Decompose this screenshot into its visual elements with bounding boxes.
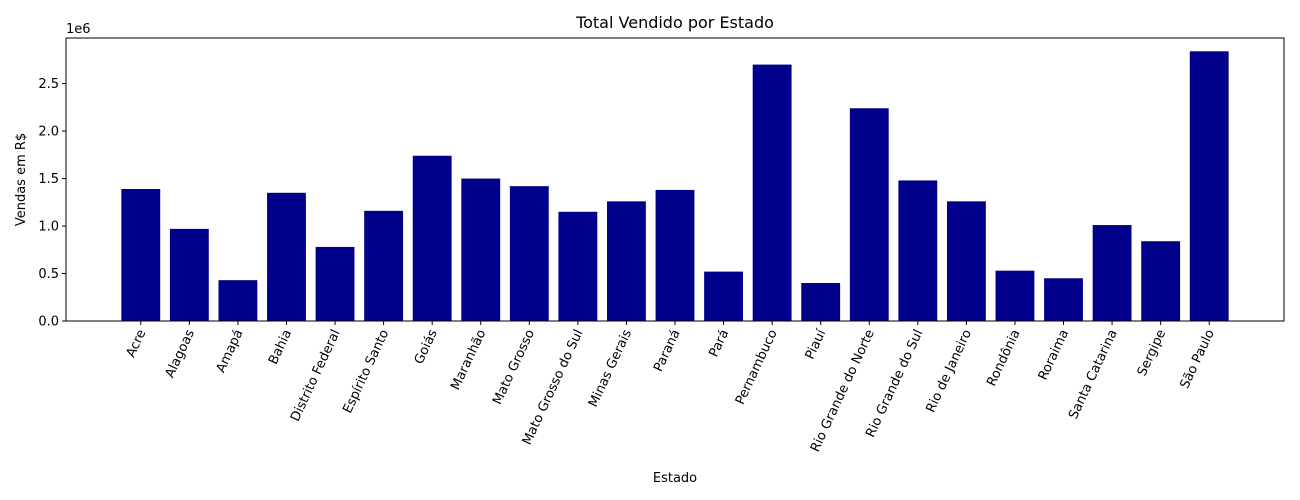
- y-tick-label: 1.5: [38, 172, 59, 187]
- bar: [1044, 278, 1083, 321]
- x-tick-label: Pernambuco: [733, 327, 781, 407]
- bar: [315, 246, 355, 321]
- x-tick-label: Amapá: [214, 327, 247, 375]
- y-axis-ticks: 0.0 0.5 1.0 1.5 2.0 2.5: [38, 77, 66, 330]
- x-tick-label: Mato Grosso: [490, 327, 538, 407]
- bar: [509, 186, 549, 321]
- bar: [1092, 225, 1132, 321]
- bar: [558, 211, 598, 321]
- y-tick-label: 1.0: [38, 220, 59, 235]
- x-tick-label: Sergipe: [1135, 327, 1170, 378]
- bar: [218, 280, 258, 321]
- x-tick-label: Alagoas: [163, 327, 198, 380]
- x-tick-label: Espírito Santo: [340, 327, 392, 415]
- x-tick-label: Piauí: [803, 327, 830, 362]
- bar: [461, 178, 501, 321]
- y-tick-label: 2.0: [38, 125, 59, 140]
- bar: [849, 108, 889, 321]
- x-tick-label: Acre: [124, 327, 150, 360]
- y-tick-label: 0.5: [38, 267, 59, 282]
- bar: [704, 271, 743, 321]
- y-tick-label: 2.5: [38, 77, 59, 92]
- x-tick-label: Distrito Federal: [288, 327, 344, 424]
- bar: [267, 192, 306, 321]
- chart-title: Total Vendido por Estado: [575, 13, 774, 32]
- x-tick-label: São Paulo: [1177, 327, 1217, 391]
- y-axis-title: Vendas em R$: [14, 133, 29, 226]
- y-offset-text: 1e6: [66, 22, 91, 37]
- bar: [1141, 241, 1181, 321]
- bar: [364, 210, 404, 321]
- x-axis-title: Estado: [653, 471, 697, 486]
- x-tick-label: Bahia: [266, 327, 295, 367]
- x-tick-label: Maranhão: [448, 327, 489, 392]
- x-tick-label: Goiás: [412, 327, 441, 367]
- x-tick-label: Pará: [707, 327, 733, 359]
- bar: [655, 189, 695, 321]
- x-tick-label: Roraima: [1036, 327, 1072, 382]
- bar: [946, 201, 986, 321]
- y-tick-label: 0.0: [38, 315, 59, 330]
- bar: [898, 180, 938, 321]
- bar: [1189, 51, 1229, 322]
- x-tick-label: Rio de Janeiro: [923, 327, 975, 415]
- bar: [752, 64, 792, 321]
- bar: [169, 228, 209, 321]
- bar: [607, 201, 646, 321]
- plot-frame: [65, 37, 1285, 322]
- bar: [121, 188, 161, 321]
- x-tick-label: Rondônia: [984, 327, 1023, 388]
- bar: [801, 283, 841, 321]
- bar: [412, 155, 452, 321]
- x-tick-label: Santa Catarina: [1066, 327, 1121, 421]
- bar: [995, 270, 1035, 321]
- x-tick-label: Paraná: [651, 327, 684, 374]
- x-tick-label: Minas Gerais: [586, 327, 635, 409]
- bars-group: [121, 51, 1229, 322]
